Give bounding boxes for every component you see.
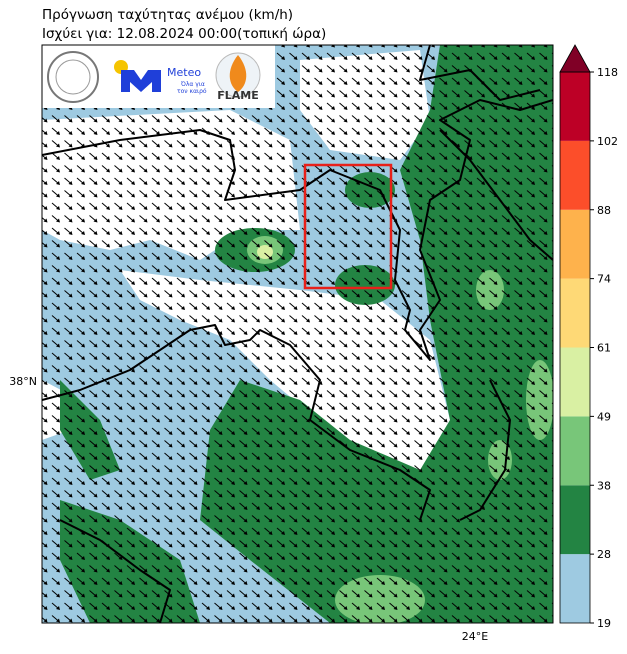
colorbar-tick-label: 74 (597, 273, 611, 286)
coastline (439, 129, 553, 261)
colorbar-tick-label: 118 (597, 66, 618, 79)
coastline (59, 519, 171, 623)
colorbar-segment (560, 347, 590, 417)
coastline (459, 379, 511, 521)
colorbar-segment (560, 554, 590, 623)
university-seal (47, 51, 99, 103)
colorbar-tick-label: 61 (597, 342, 611, 355)
lon-label: 24°E (462, 630, 488, 643)
colorbar-segment (560, 140, 590, 210)
flame-icon (229, 55, 247, 92)
meteo-logo (121, 70, 161, 92)
coastline (42, 324, 431, 521)
colorbar-segment (560, 209, 590, 279)
meteo-text: Meteo (167, 66, 201, 79)
colorbar-tick-label: 88 (597, 204, 611, 217)
logos: Meteo Όλα για τον καιρό FLAME (47, 51, 261, 103)
colorbar-tick-label: 102 (597, 135, 618, 148)
colorbar-tick-label: 28 (597, 548, 611, 561)
wind-arrows (42, 45, 553, 623)
coastline (42, 99, 553, 361)
highlight-box (303, 163, 393, 290)
flame-text: FLAME (217, 89, 259, 102)
title: Πρόγνωση ταχύτητας ανέμου (km/h) (42, 7, 293, 23)
colorbar-tick-label: 19 (597, 617, 611, 630)
map-area (42, 45, 553, 623)
university-seal (55, 59, 91, 95)
meteo-tagline: τον καιρό (177, 88, 207, 95)
coastline (419, 45, 541, 101)
subtitle: Ισχύει για: 12.08.2024 00:00(τοπική ώρα) (42, 26, 326, 42)
colorbar: 19 28 38 49 61 74 88 102 118 (559, 44, 618, 630)
colorbar-segment (560, 72, 590, 141)
colorbar-segment (560, 485, 590, 555)
meteo-tagline: Όλα για (180, 81, 205, 88)
lat-label: 38°N (9, 375, 37, 388)
colorbar-tick-label: 38 (597, 479, 611, 492)
colorbar-segment (560, 278, 590, 348)
map-frame (41, 44, 554, 624)
colorbar-segment (560, 416, 590, 486)
colorbar-tick-label: 49 (597, 410, 611, 423)
colorbar-extension (559, 44, 591, 73)
